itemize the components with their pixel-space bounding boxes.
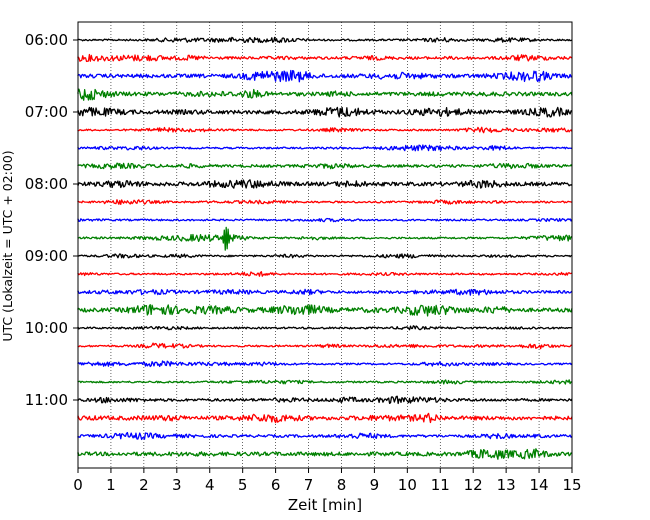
trace-row-0845 xyxy=(77,226,573,251)
trace-row-1030 xyxy=(77,360,573,368)
trace-row-1015 xyxy=(77,342,573,350)
x-axis-label: Zeit [min] xyxy=(288,496,362,514)
trace-row-0915 xyxy=(77,271,573,277)
x-tick-label: 9 xyxy=(370,476,380,494)
y-tick-label: 08:00 xyxy=(25,175,68,193)
trace-row-0615 xyxy=(77,53,573,63)
trace-row-0630 xyxy=(77,69,573,83)
x-tick-label: 11 xyxy=(431,476,450,494)
grid-lines xyxy=(110,22,540,468)
trace-row-1000 xyxy=(77,325,573,331)
trace-row-1145 xyxy=(77,448,573,460)
y-tick-label: 06:00 xyxy=(25,31,68,49)
x-tick-label: 13 xyxy=(497,476,516,494)
trace-row-1045 xyxy=(77,379,573,385)
x-tick-label: 2 xyxy=(139,476,149,494)
trace-row-0600 xyxy=(77,36,573,44)
x-tick-label: 14 xyxy=(530,476,549,494)
y-tick-label: 10:00 xyxy=(25,319,68,337)
x-tick-label: 10 xyxy=(398,476,417,494)
x-tick-label: 12 xyxy=(464,476,483,494)
trace-row-0945 xyxy=(77,304,573,317)
trace-rows xyxy=(77,36,573,460)
x-tick-label: 6 xyxy=(271,476,281,494)
y-tick-label: 09:00 xyxy=(25,247,68,265)
trace-row-0730 xyxy=(77,144,573,152)
trace-row-1115 xyxy=(77,412,573,424)
trace-row-0930 xyxy=(77,288,573,296)
trace-row-0715 xyxy=(77,126,573,134)
x-tick-label: 7 xyxy=(304,476,314,494)
trace-row-0745 xyxy=(77,162,573,170)
y-axis-label: UTC (Lokalzeit = UTC + 02:00) xyxy=(0,150,15,341)
plot-frame xyxy=(77,21,573,469)
trace-row-0800 xyxy=(77,179,573,189)
trace-row-0700 xyxy=(77,106,573,118)
trace-row-0645 xyxy=(77,88,573,101)
x-tick-label: 1 xyxy=(106,476,116,494)
x-tick-label: 5 xyxy=(238,476,248,494)
y-axis-ticks: 06:00 07:00 08:00 09:00 10:00 11:00 xyxy=(25,31,78,409)
trace-row-0815 xyxy=(77,199,573,206)
x-tick-label: 0 xyxy=(73,476,83,494)
trace-row-1130 xyxy=(77,431,573,441)
trace-row-0830 xyxy=(77,217,573,223)
x-tick-label: 15 xyxy=(562,476,581,494)
trace-row-1100 xyxy=(77,395,573,405)
trace-row-0900 xyxy=(77,253,573,259)
x-tick-label: 3 xyxy=(172,476,182,494)
x-tick-label: 4 xyxy=(205,476,215,494)
y-tick-label: 07:00 xyxy=(25,103,68,121)
x-axis-ticks: 0 1 2 3 4 5 6 7 8 9 10 11 12 13 14 15 xyxy=(73,468,582,494)
y-tick-label: 11:00 xyxy=(25,391,68,409)
x-tick-label: 8 xyxy=(337,476,347,494)
